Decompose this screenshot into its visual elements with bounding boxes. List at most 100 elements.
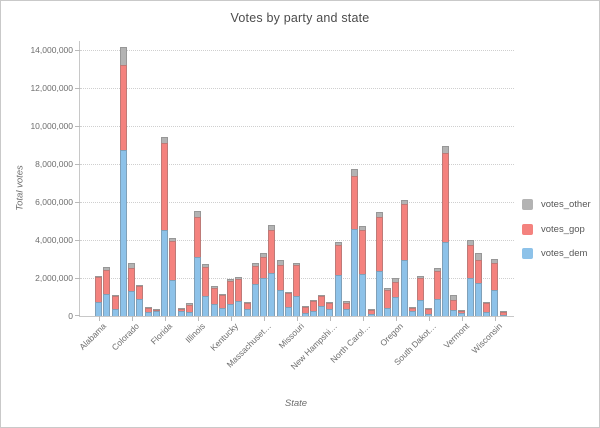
- bar-oregon[interactable]: [392, 278, 400, 316]
- legend-item-votes_gop[interactable]: votes_gop: [522, 223, 591, 235]
- bar-segment-votes_gop-maine[interactable]: [243, 302, 251, 310]
- bar-mississippi[interactable]: [284, 292, 292, 316]
- bar-segment-votes_gop-nevada[interactable]: [318, 296, 326, 306]
- bar-segment-votes_gop-tennessee[interactable]: [433, 270, 441, 300]
- bar-segment-votes_gop-district-of-columbia[interactable]: [152, 309, 160, 311]
- bar-segment-votes_dem-michigan[interactable]: [268, 272, 276, 316]
- bar-segment-votes_gop-new-york[interactable]: [351, 175, 359, 230]
- bar-pennsylvania[interactable]: [400, 199, 408, 316]
- bar-segment-votes_other-new-jersey[interactable]: [334, 242, 342, 245]
- bar-tennessee[interactable]: [433, 268, 441, 316]
- bar-arizona[interactable]: [103, 267, 111, 316]
- bar-segment-votes_dem-district-of-columbia[interactable]: [152, 310, 160, 316]
- bar-segment-votes_other-michigan[interactable]: [268, 224, 276, 230]
- bar-segment-votes_dem-ohio[interactable]: [375, 270, 383, 316]
- bar-segment-votes_other-ohio[interactable]: [375, 211, 383, 217]
- bar-segment-votes_dem-georgia[interactable]: [169, 280, 177, 316]
- bar-segment-votes_gop-texas[interactable]: [441, 153, 449, 243]
- bar-segment-votes_other-alabama[interactable]: [95, 275, 102, 278]
- bar-segment-votes_other-massachusetts[interactable]: [260, 252, 268, 258]
- bar-nebraska[interactable]: [309, 299, 317, 316]
- bar-georgia[interactable]: [169, 237, 177, 316]
- bar-segment-votes_other-new-mexico[interactable]: [342, 300, 350, 303]
- bar-segment-votes_other-virginia[interactable]: [466, 240, 474, 245]
- bar-segment-votes_dem-new-hampshire[interactable]: [326, 309, 334, 316]
- bar-segment-votes_other-indiana[interactable]: [202, 264, 210, 267]
- bar-segment-votes_gop-ohio[interactable]: [375, 216, 383, 271]
- bar-segment-votes_dem-connecticut[interactable]: [136, 298, 144, 316]
- bar-segment-votes_dem-new-jersey[interactable]: [334, 275, 342, 316]
- bar-segment-votes_dem-montana[interactable]: [301, 312, 309, 316]
- bar-alabama[interactable]: [95, 275, 102, 316]
- bar-segment-votes_dem-washington[interactable]: [474, 282, 482, 316]
- bar-segment-votes_dem-kentucky[interactable]: [227, 304, 235, 316]
- bar-segment-votes_dem-missouri[interactable]: [293, 295, 301, 316]
- bar-segment-votes_other-minnesota[interactable]: [276, 260, 284, 265]
- bar-segment-votes_other-west-virginia[interactable]: [483, 302, 491, 304]
- bar-segment-votes_dem-delaware[interactable]: [144, 311, 152, 316]
- bar-segment-votes_gop-south-dakota[interactable]: [425, 309, 433, 314]
- bar-segment-votes_gop-south-carolina[interactable]: [417, 277, 425, 300]
- bar-segment-votes_dem-mississippi[interactable]: [284, 306, 292, 316]
- bar-segment-votes_other-louisiana[interactable]: [235, 277, 243, 279]
- bar-washington[interactable]: [474, 253, 482, 316]
- legend-item-votes_other[interactable]: votes_other: [522, 199, 591, 210]
- bar-segment-votes_other-arkansas[interactable]: [111, 294, 119, 296]
- bar-segment-votes_other-nevada[interactable]: [318, 294, 326, 297]
- bar-segment-votes_dem-louisiana[interactable]: [235, 301, 243, 316]
- bar-segment-votes_dem-florida[interactable]: [161, 230, 169, 316]
- bar-arkansas[interactable]: [111, 294, 119, 316]
- bar-segment-votes_gop-kentucky[interactable]: [227, 281, 235, 305]
- bar-segment-votes_gop-new-hampshire[interactable]: [326, 302, 334, 310]
- bar-segment-votes_gop-florida[interactable]: [161, 142, 169, 231]
- bar-segment-votes_dem-kansas[interactable]: [218, 307, 226, 316]
- bar-west-virginia[interactable]: [483, 302, 491, 316]
- bar-virginia[interactable]: [466, 240, 474, 316]
- bar-segment-votes_dem-utah[interactable]: [450, 310, 458, 316]
- bar-ohio[interactable]: [375, 211, 383, 316]
- bar-segment-votes_dem-idaho[interactable]: [185, 312, 193, 316]
- bar-montana[interactable]: [301, 306, 309, 316]
- bar-segment-votes_other-north-dakota[interactable]: [367, 309, 375, 311]
- bar-segment-votes_dem-indiana[interactable]: [202, 296, 210, 316]
- bar-segment-votes_dem-iowa[interactable]: [210, 303, 218, 316]
- bar-utah[interactable]: [450, 294, 458, 316]
- bar-segment-votes_dem-oklahoma[interactable]: [384, 308, 392, 316]
- bar-segment-votes_other-florida[interactable]: [161, 137, 169, 143]
- bar-segment-votes_other-texas[interactable]: [441, 145, 449, 154]
- bar-hawaii[interactable]: [177, 307, 185, 316]
- bar-segment-votes_other-south-carolina[interactable]: [417, 276, 425, 278]
- bar-segment-votes_gop-oklahoma[interactable]: [384, 289, 392, 309]
- bar-segment-votes_gop-wisconsin[interactable]: [491, 263, 499, 290]
- bar-minnesota[interactable]: [276, 260, 284, 316]
- bar-segment-votes_dem-colorado[interactable]: [128, 290, 136, 316]
- bar-maine[interactable]: [243, 301, 251, 316]
- bar-segment-votes_other-california[interactable]: [119, 46, 127, 65]
- bar-segment-votes_dem-arkansas[interactable]: [111, 308, 119, 316]
- bar-segment-votes_other-new-hampshire[interactable]: [326, 301, 334, 303]
- bar-segment-votes_dem-south-carolina[interactable]: [417, 299, 425, 316]
- bar-missouri[interactable]: [293, 262, 301, 316]
- bar-segment-votes_gop-minnesota[interactable]: [276, 264, 284, 291]
- bar-segment-votes_gop-massachusetts[interactable]: [260, 257, 268, 279]
- bar-segment-votes_gop-west-virginia[interactable]: [483, 303, 491, 313]
- bar-segment-votes_other-montana[interactable]: [301, 306, 309, 308]
- bar-segment-votes_gop-mississippi[interactable]: [284, 293, 292, 307]
- bar-segment-votes_gop-colorado[interactable]: [128, 267, 136, 291]
- bar-segment-votes_dem-illinois[interactable]: [194, 257, 202, 316]
- bar-colorado[interactable]: [128, 263, 136, 316]
- bar-segment-votes_other-nebraska[interactable]: [309, 299, 317, 302]
- bar-segment-votes_gop-georgia[interactable]: [169, 240, 177, 281]
- bar-segment-votes_other-kansas[interactable]: [218, 293, 226, 296]
- bar-segment-votes_dem-oregon[interactable]: [392, 296, 400, 316]
- bar-kentucky[interactable]: [227, 279, 235, 316]
- bar-segment-votes_gop-arkansas[interactable]: [111, 295, 119, 309]
- bar-segment-votes_gop-wyoming[interactable]: [499, 311, 507, 315]
- bar-new-hampshire[interactable]: [326, 301, 334, 316]
- bar-segment-votes_other-illinois[interactable]: [194, 210, 202, 217]
- bar-wyoming[interactable]: [499, 310, 507, 316]
- bar-segment-votes_dem-south-dakota[interactable]: [425, 313, 433, 316]
- bar-segment-votes_gop-pennsylvania[interactable]: [400, 203, 408, 261]
- bar-segment-votes_dem-nebraska[interactable]: [309, 310, 317, 316]
- bar-south-dakota[interactable]: [425, 308, 433, 316]
